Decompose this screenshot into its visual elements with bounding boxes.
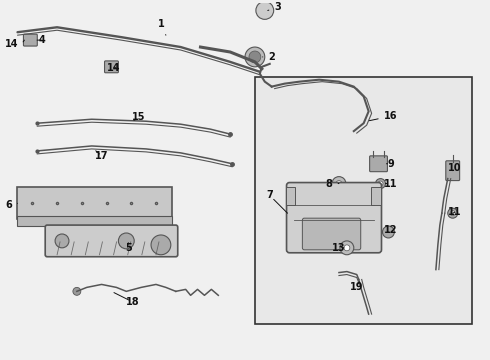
Circle shape bbox=[151, 235, 171, 255]
Text: 17: 17 bbox=[95, 151, 108, 161]
Text: 18: 18 bbox=[126, 297, 140, 307]
Circle shape bbox=[344, 245, 350, 251]
Text: 12: 12 bbox=[384, 225, 397, 235]
FancyBboxPatch shape bbox=[369, 156, 388, 172]
Circle shape bbox=[332, 177, 346, 190]
Text: 5: 5 bbox=[125, 243, 132, 253]
Text: 8: 8 bbox=[326, 179, 339, 189]
FancyBboxPatch shape bbox=[104, 61, 119, 73]
Circle shape bbox=[119, 233, 134, 249]
Text: 4: 4 bbox=[39, 35, 46, 45]
Circle shape bbox=[448, 208, 458, 218]
FancyBboxPatch shape bbox=[287, 183, 382, 253]
Circle shape bbox=[73, 287, 81, 295]
Text: 11: 11 bbox=[448, 207, 462, 217]
Text: 14: 14 bbox=[5, 39, 18, 49]
FancyBboxPatch shape bbox=[255, 77, 472, 324]
Text: 6: 6 bbox=[5, 200, 18, 210]
Text: 16: 16 bbox=[369, 111, 397, 121]
Text: 19: 19 bbox=[350, 282, 364, 292]
Circle shape bbox=[249, 51, 261, 63]
FancyBboxPatch shape bbox=[370, 188, 381, 205]
FancyBboxPatch shape bbox=[446, 161, 460, 181]
FancyBboxPatch shape bbox=[45, 225, 178, 257]
Text: 15: 15 bbox=[132, 112, 146, 122]
FancyBboxPatch shape bbox=[24, 34, 37, 46]
Circle shape bbox=[378, 181, 383, 186]
Circle shape bbox=[245, 47, 265, 67]
Text: 13: 13 bbox=[332, 243, 346, 253]
Circle shape bbox=[375, 179, 386, 189]
Text: 9: 9 bbox=[387, 159, 394, 169]
Text: 7: 7 bbox=[267, 190, 273, 201]
Circle shape bbox=[55, 234, 69, 248]
Text: 10: 10 bbox=[448, 163, 462, 173]
Circle shape bbox=[256, 1, 274, 19]
Text: 14: 14 bbox=[107, 63, 120, 73]
FancyBboxPatch shape bbox=[286, 188, 295, 205]
FancyBboxPatch shape bbox=[17, 188, 172, 219]
Text: 11: 11 bbox=[384, 179, 397, 189]
Text: 3: 3 bbox=[268, 3, 281, 13]
Circle shape bbox=[450, 211, 455, 216]
Text: 1: 1 bbox=[158, 19, 166, 35]
Circle shape bbox=[336, 181, 342, 186]
FancyBboxPatch shape bbox=[17, 216, 172, 226]
Circle shape bbox=[340, 241, 354, 255]
FancyBboxPatch shape bbox=[302, 218, 361, 250]
Text: 2: 2 bbox=[263, 52, 275, 62]
Circle shape bbox=[383, 226, 394, 238]
